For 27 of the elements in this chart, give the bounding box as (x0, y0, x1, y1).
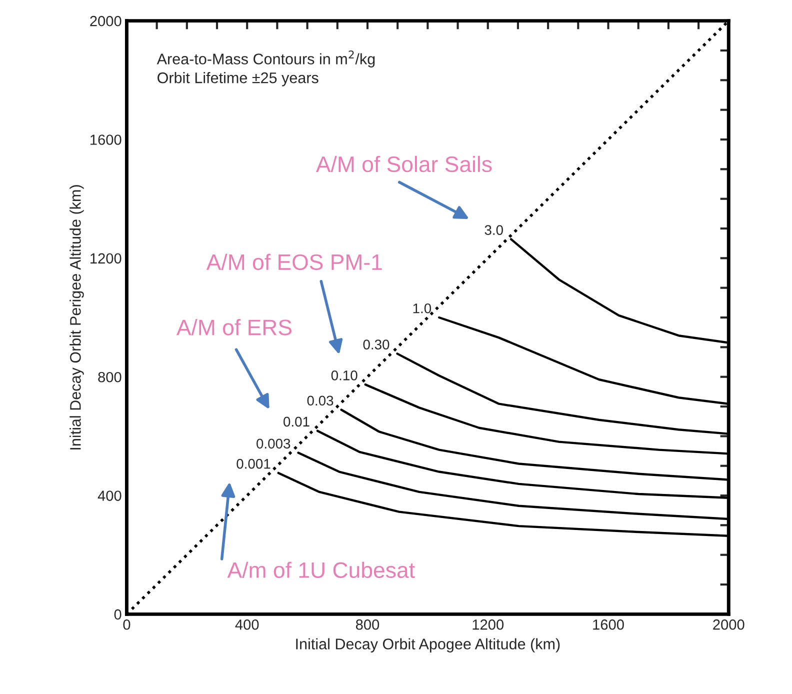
y-tick-label: 800 (98, 372, 122, 382)
series-label: 0.001 (236, 458, 270, 469)
series-label: 0.003 (256, 438, 290, 449)
series-label: 0.01 (284, 416, 310, 427)
x-tick-label: 2000 (713, 619, 744, 630)
x-tick-label: 1600 (593, 619, 624, 630)
annotation: A/M of ERS (176, 319, 292, 336)
y-tick-label: 0 (114, 609, 122, 620)
text: Area-to-Mass Contours in m$^{2}$/kg Orbit Lifetime ±25 years (156, 50, 375, 86)
x-tick-label: 1200 (472, 619, 504, 630)
series-label: 1.0 (413, 303, 432, 314)
y-axis-title: Initial Decay Orbit Perigee Altitude (km) (70, 185, 84, 450)
x-tick-label: 400 (235, 619, 259, 630)
series-label: 3.0 (484, 225, 503, 235)
y-tick-label: 400 (98, 490, 122, 501)
y-tick-label: 2000 (90, 16, 122, 26)
series-label: 0.03 (307, 396, 334, 406)
annotation: A/m of 1U Cubesat (227, 562, 415, 578)
x-tick-label: 0 (123, 619, 130, 630)
annotation: A/M of Solar Sails (316, 156, 492, 172)
x-tick-label: 800 (356, 619, 380, 630)
x-axis-title: Initial Decay Orbit Apogee Altitude (km) (296, 638, 560, 652)
y-tick-label: 1200 (90, 253, 122, 264)
annotation: A/M of EOS PM-1 (206, 254, 382, 270)
series-label: 0.10 (331, 370, 358, 380)
series-label: 0.30 (363, 340, 390, 350)
y-tick-label: 1600 (90, 134, 122, 145)
